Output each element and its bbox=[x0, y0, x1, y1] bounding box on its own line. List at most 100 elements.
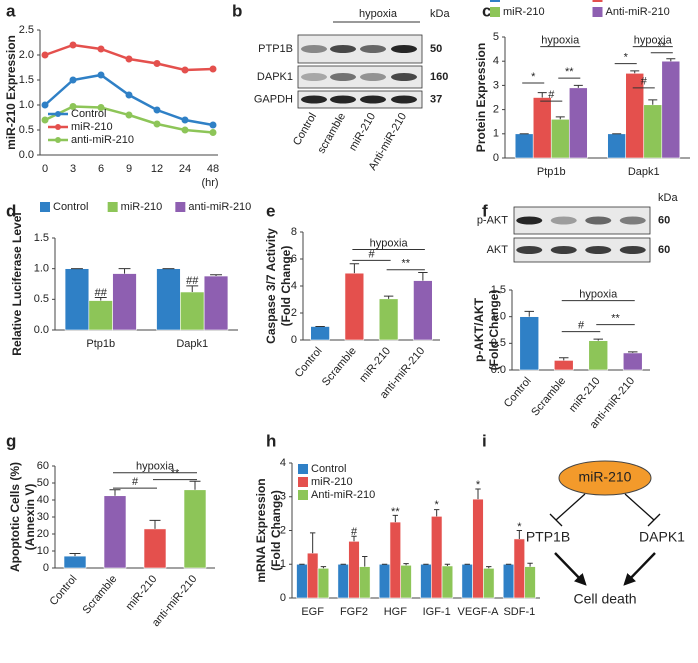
error-bar bbox=[109, 489, 121, 496]
inhibition-bar bbox=[549, 513, 563, 527]
error-bar bbox=[524, 310, 534, 317]
x-tick-label: 12 bbox=[151, 163, 163, 175]
y-tick-label: 30 bbox=[37, 511, 49, 523]
bar bbox=[88, 300, 113, 331]
bar bbox=[64, 268, 90, 331]
y-axis-label: (Annexin V) bbox=[23, 484, 37, 551]
point bbox=[97, 45, 105, 53]
legend-label: anti-miR-210 bbox=[188, 201, 251, 213]
y-tick-label: 4 bbox=[280, 457, 286, 469]
y-tick-label: 1.0 bbox=[19, 99, 34, 111]
legend-label: miR-210 bbox=[503, 6, 545, 18]
blot-band bbox=[619, 246, 646, 254]
bar bbox=[461, 563, 473, 599]
error-bar bbox=[573, 84, 583, 88]
y-axis-label: (Fold Change) bbox=[487, 290, 501, 371]
y-axis-label: (Fold Change) bbox=[279, 246, 293, 327]
y-tick-label: 2.5 bbox=[19, 24, 34, 36]
x-tick-label: 0 bbox=[42, 163, 48, 175]
blot-band bbox=[516, 216, 543, 225]
legend-label: Control bbox=[503, 0, 538, 3]
bar bbox=[337, 563, 349, 599]
inhibition-bar bbox=[647, 513, 661, 527]
y-tick-label: 1.0 bbox=[34, 263, 49, 275]
bar bbox=[183, 489, 207, 569]
y-tick-label: 4 bbox=[493, 55, 499, 67]
error-bar bbox=[537, 92, 547, 98]
bar bbox=[519, 316, 540, 371]
bar bbox=[203, 275, 229, 331]
y-tick-label: 2.0 bbox=[19, 49, 34, 61]
y-tick-label: 0.0 bbox=[19, 149, 34, 161]
legend-swatch bbox=[55, 124, 61, 130]
chart: 0 1 2 3 4 5 Protein Expression Ptp1b Dapk1 Contro… bbox=[474, 0, 690, 178]
error-bar bbox=[351, 535, 357, 542]
legend-label: Control bbox=[71, 108, 106, 120]
legend-label: Anti-miR-210 bbox=[606, 6, 670, 18]
error-bar bbox=[433, 509, 440, 517]
point bbox=[97, 104, 105, 111]
kda-label: 60 bbox=[658, 244, 670, 256]
y-tick-label: 0.5 bbox=[491, 337, 506, 349]
point bbox=[69, 76, 77, 84]
legend-label: Scramble bbox=[606, 0, 652, 3]
bar bbox=[502, 563, 515, 599]
y-tick-label: 2 bbox=[291, 307, 297, 319]
annotation: ** bbox=[658, 41, 667, 53]
row-label: p-AKT bbox=[477, 214, 508, 226]
legend-swatch bbox=[55, 111, 61, 117]
point bbox=[41, 101, 49, 109]
y-tick-label: 0.5 bbox=[34, 293, 49, 305]
x-tick-label: VEGF-A bbox=[458, 606, 500, 618]
bar bbox=[180, 291, 205, 331]
legend-label: anti-miR-210 bbox=[71, 134, 134, 146]
y-tick-label: 5 bbox=[493, 31, 499, 43]
annotation: # bbox=[351, 526, 358, 538]
x-tick-label: Ptp1b bbox=[86, 338, 115, 350]
y-tick-label: 0 bbox=[280, 592, 286, 604]
x-tick-label: IGF-1 bbox=[423, 606, 451, 618]
annotation: hypoxia bbox=[370, 237, 409, 249]
x-tick-label: HGF bbox=[384, 606, 408, 618]
x-tick-label: 6 bbox=[98, 163, 104, 175]
legend-label: miR-210 bbox=[121, 201, 163, 213]
annotation: hypoxia bbox=[541, 35, 580, 47]
panel-letter: h bbox=[266, 431, 276, 450]
annotation: * bbox=[435, 499, 440, 511]
blot-band bbox=[550, 246, 577, 254]
bar bbox=[661, 60, 681, 159]
annotation: # bbox=[548, 89, 555, 101]
node-label: Cell death bbox=[573, 591, 636, 607]
bar bbox=[143, 528, 167, 569]
point bbox=[69, 41, 77, 49]
error-bar bbox=[392, 514, 399, 523]
bar bbox=[553, 360, 574, 371]
annotation: # bbox=[578, 320, 585, 332]
bar bbox=[643, 104, 663, 159]
legend-label: miR-210 bbox=[71, 121, 113, 133]
bar bbox=[430, 516, 443, 599]
bar bbox=[514, 133, 534, 159]
panel-letter: i bbox=[482, 431, 487, 450]
bar bbox=[389, 521, 402, 599]
blot-band bbox=[585, 246, 612, 254]
point bbox=[209, 129, 217, 136]
point bbox=[153, 60, 161, 67]
blot-band bbox=[301, 45, 327, 53]
annotation: * bbox=[531, 71, 536, 83]
x-tick-label: SDF-1 bbox=[503, 606, 535, 618]
legend-swatch bbox=[592, 7, 603, 17]
y-tick-label: 3 bbox=[280, 491, 286, 503]
legend-label: miR-210 bbox=[311, 476, 353, 488]
y-tick-label: 4 bbox=[291, 280, 297, 292]
y-tick-label: 1.5 bbox=[491, 284, 506, 296]
y-tick-label: 8 bbox=[291, 226, 297, 238]
blot-strip bbox=[297, 65, 423, 89]
blot-band bbox=[391, 95, 417, 104]
node-label: DAPK1 bbox=[639, 529, 685, 545]
blot-band bbox=[585, 216, 612, 225]
panel-letter: b bbox=[232, 1, 242, 20]
point bbox=[181, 66, 189, 74]
annotation: # bbox=[641, 76, 648, 88]
